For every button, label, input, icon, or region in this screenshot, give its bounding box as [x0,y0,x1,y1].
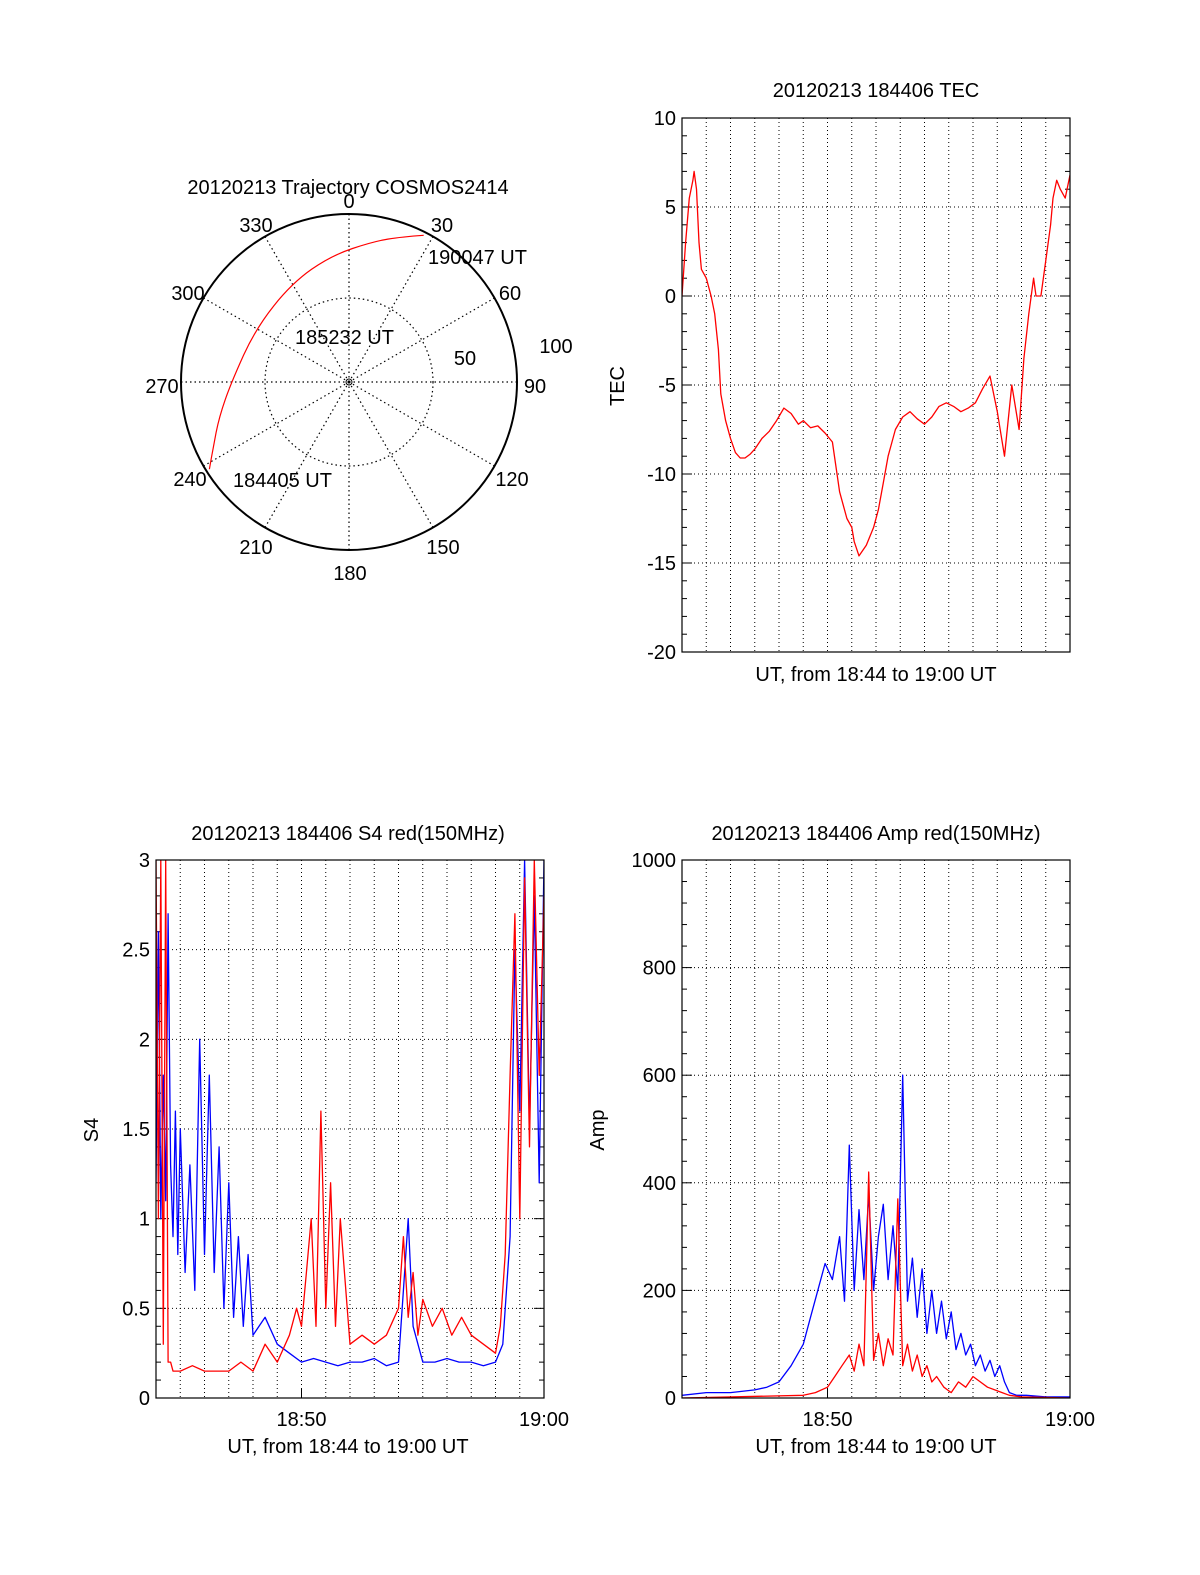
tec-ytick-label: 0 [665,286,676,308]
s4-chart: 20120213 184406 S4 red(150MHz) UT, from … [81,823,569,1458]
azimuth-label-210: 210 [239,537,272,559]
s4-xtick-label: 18:50 [276,1409,326,1431]
amp-ytick-label: 600 [643,1065,676,1087]
polar-grid [180,213,518,551]
trajectory-line [208,234,424,470]
azimuth-label-180: 180 [333,563,366,585]
s4-series-red [156,860,544,1372]
amp-frame [681,859,1071,1399]
azimuth-label-300: 300 [171,283,204,305]
amp-ylabel: Amp [587,1109,609,1150]
tec-title: 20120213 184406 TEC [773,80,979,102]
tec-frame [681,117,1071,653]
amp-series-blue [682,1074,1070,1398]
polar-spoke-330 [264,236,350,383]
amp-ytick-label: 800 [643,958,676,980]
tec-chart: 20120213 184406 TEC UT, from 18:44 to 19… [607,80,1071,686]
s4-ytick-label: 2 [139,1029,150,1051]
tec-series-red [682,170,1070,557]
azimuth-label-120: 120 [495,469,528,491]
tec-ytick-label: 10 [654,108,676,130]
azimuth-label-150: 150 [426,537,459,559]
amp-ytick-label: 1000 [632,850,677,872]
tec-ytick-label: -5 [658,375,676,397]
s4-ylabel: S4 [81,1118,103,1142]
s4-title: 20120213 184406 S4 red(150MHz) [191,823,505,845]
annotation-start-time: 184405 UT [233,470,332,492]
ring-label-100: 100 [539,336,572,358]
azimuth-label-90: 90 [524,376,546,398]
polar-center [345,378,353,386]
s4-ytick-label: 1 [139,1209,150,1231]
azimuth-label-330: 330 [239,215,272,237]
azimuth-label-240: 240 [173,469,206,491]
amp-series-red [682,1171,1070,1398]
amp-ytick-label: 0 [665,1388,676,1410]
polar-spoke-240 [203,381,350,467]
s4-ytick-label: 0.5 [122,1298,150,1320]
amp-ytick-label: 400 [643,1173,676,1195]
tec-ytick-label: -20 [647,642,676,664]
annotation-mid-time: 185232 UT [295,327,394,349]
s4-series-blue [156,860,544,1367]
tec-plot-area: -20 -15 -10 -5 0 5 10 [647,108,1071,664]
polar-azimuth-labels: 0 30 60 90 120 150 180 210 240 270 300 330 [145,191,546,585]
amp-xlabel: UT, from 18:44 to 19:00 UT [755,1436,996,1458]
tec-ytick-label: -10 [647,464,676,486]
azimuth-label-0: 0 [343,191,354,213]
tec-xlabel: UT, from 18:44 to 19:00 UT [755,664,996,686]
s4-ytick-label: 2.5 [122,940,150,962]
polar-spoke-120 [348,381,495,467]
s4-frame [155,859,545,1399]
polar-spoke-150 [348,381,434,528]
s4-ytick-label: 0 [139,1388,150,1410]
amp-chart: 20120213 184406 Amp red(150MHz) UT, from… [587,823,1095,1458]
s4-xlabel: UT, from 18:44 to 19:00 UT [227,1436,468,1458]
tec-ytick-label: -15 [647,553,676,575]
ring-label-50: 50 [454,348,476,370]
s4-xtick-label: 19:00 [519,1409,569,1431]
polar-spoke-300 [203,297,350,383]
amp-xtick-label: 18:50 [802,1409,852,1431]
trajectory-polar-chart: 20120213 Trajectory COSMOS2414 0 30 60 90 12… [145,177,572,585]
polar-spoke-60 [348,297,495,383]
azimuth-label-30: 30 [431,215,453,237]
polar-spoke-210 [264,381,350,528]
s4-ytick-label: 3 [139,850,150,872]
amp-plot-area: 0 200 400 600 800 1000 18:50 19:00 [632,850,1096,1431]
tec-ylabel: TEC [607,366,629,406]
trajectory-title: 20120213 Trajectory COSMOS2414 [187,177,508,199]
amp-title: 20120213 184406 Amp red(150MHz) [711,823,1040,845]
azimuth-label-270: 270 [145,376,178,398]
amp-xtick-label: 19:00 [1045,1409,1095,1431]
s4-ytick-label: 1.5 [122,1119,150,1141]
polar-spoke-30 [348,236,434,383]
amp-ytick-label: 200 [643,1280,676,1302]
polar-ring-50 [264,297,434,467]
annotation-end-time: 190047 UT [428,247,527,269]
tec-ytick-label: 5 [665,197,676,219]
azimuth-label-60: 60 [499,283,521,305]
s4-plot-area: 0 0.5 1 1.5 2 2.5 3 18:50 19:00 [122,850,569,1431]
